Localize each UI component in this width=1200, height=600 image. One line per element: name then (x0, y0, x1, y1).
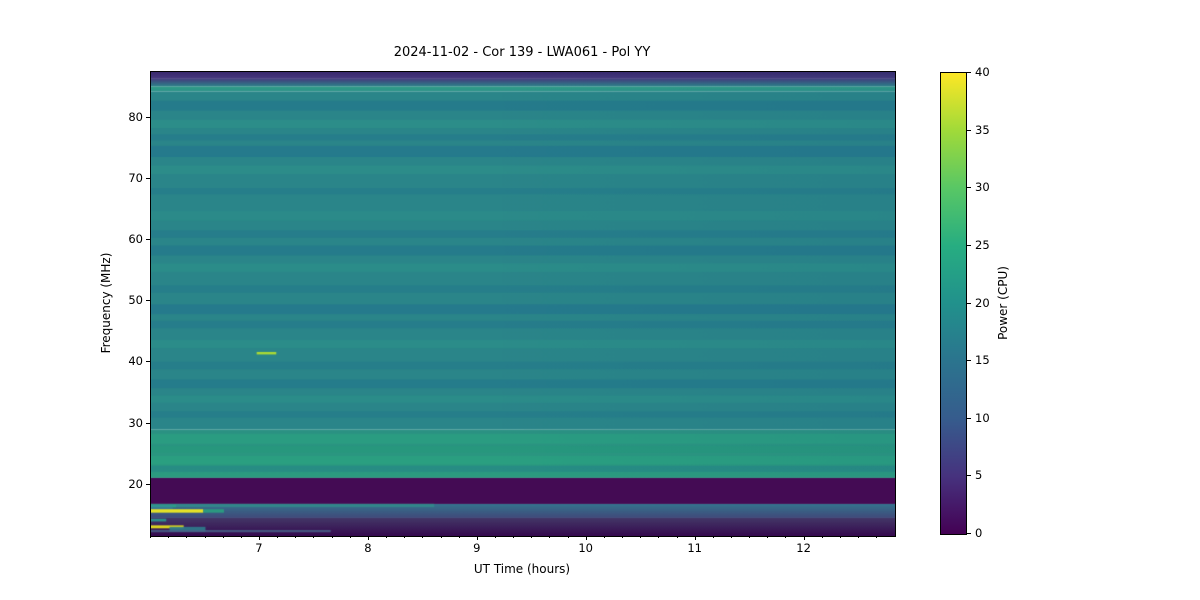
y-tick-label: 40 (128, 354, 143, 369)
x-minor-tick (404, 536, 406, 538)
spectrogram-plot-area[interactable] (150, 71, 896, 537)
x-major-tick (694, 536, 696, 540)
y-major-tick (146, 300, 150, 302)
colorbar-tick-label: 5 (975, 468, 983, 483)
colorbar-tick (967, 129, 971, 131)
x-tick-label: 9 (473, 541, 481, 555)
colorbar-tick-label: 35 (975, 122, 990, 137)
x-minor-tick (240, 536, 242, 538)
colorbar-tick-label: 15 (975, 353, 990, 368)
x-major-tick (585, 536, 587, 540)
x-minor-tick (386, 536, 387, 538)
x-tick-label: 12 (796, 541, 811, 555)
y-tick-label: 50 (128, 293, 143, 308)
x-minor-tick (731, 536, 732, 538)
x-minor-tick (858, 536, 860, 538)
x-minor-tick (222, 536, 224, 538)
y-major-tick (146, 483, 150, 485)
y-major-tick (146, 361, 150, 363)
colorbar-tick (967, 187, 971, 189)
colorbar-tick-label: 20 (975, 295, 990, 310)
x-tick-label: 8 (364, 541, 372, 555)
y-major-tick (146, 178, 150, 179)
chart-title: 2024-11-02 - Cor 139 - LWA061 - Pol YY (393, 45, 651, 60)
x-minor-tick (495, 536, 496, 538)
x-minor-tick (168, 536, 170, 538)
colorbar (940, 72, 967, 535)
y-major-tick (146, 422, 150, 424)
x-minor-tick (567, 536, 569, 538)
x-tick-label: 7 (255, 541, 263, 555)
x-minor-tick (186, 536, 188, 538)
x-axis-label: UT Time (hours) (473, 562, 571, 576)
colorbar-tick-label: 10 (975, 410, 990, 425)
x-minor-tick (440, 536, 442, 538)
colorbar-tick (967, 72, 971, 73)
x-minor-tick (277, 536, 279, 538)
colorbar-tick-label: 40 (975, 65, 990, 79)
x-tick-label: 11 (687, 541, 703, 555)
colorbar-tick-label: 0 (975, 526, 983, 540)
x-major-tick (476, 536, 478, 540)
x-minor-tick (640, 536, 642, 538)
colorbar-tick (967, 475, 971, 477)
y-tick-label: 30 (128, 415, 143, 430)
x-minor-tick (349, 536, 351, 538)
x-minor-tick (295, 536, 297, 538)
y-tick-label: 20 (128, 476, 143, 491)
x-minor-tick (876, 536, 878, 538)
x-minor-tick (603, 536, 605, 538)
y-major-tick (146, 116, 150, 118)
x-minor-tick (422, 536, 424, 538)
x-minor-tick (749, 536, 751, 538)
x-minor-tick (839, 536, 841, 538)
colorbar-tick (967, 417, 971, 419)
x-minor-tick (821, 536, 823, 538)
colorbar-tick (967, 244, 971, 246)
x-minor-tick (331, 536, 333, 538)
x-minor-tick (150, 536, 151, 538)
spectrogram-heatmap-canvas[interactable] (151, 72, 895, 536)
x-minor-tick (531, 536, 533, 538)
colorbar-label: Power (CPU) (996, 266, 1010, 340)
colorbar-tick (967, 360, 971, 362)
x-minor-tick (785, 536, 787, 538)
x-minor-tick (658, 536, 660, 538)
x-minor-tick (622, 536, 623, 538)
y-tick-label: 80 (128, 109, 143, 124)
x-minor-tick (549, 536, 551, 538)
colorbar-tick-label: 30 (975, 180, 990, 195)
y-tick-label: 60 (128, 232, 143, 247)
x-minor-tick (767, 536, 769, 538)
y-axis-label: Frequency (MHz) (99, 252, 113, 354)
x-minor-tick (676, 536, 678, 538)
x-tick-label: 10 (578, 541, 594, 555)
x-minor-tick (458, 536, 460, 538)
x-minor-tick (204, 536, 206, 538)
colorbar-tick (967, 533, 971, 534)
x-major-tick (803, 536, 805, 540)
colorbar-tick-label: 25 (975, 237, 990, 252)
x-minor-tick (712, 536, 714, 538)
colorbar-tick (967, 302, 971, 304)
x-minor-tick (513, 536, 515, 538)
x-major-tick (258, 536, 260, 540)
y-major-tick (146, 239, 150, 241)
x-minor-tick (313, 536, 315, 538)
x-major-tick (367, 536, 369, 540)
y-tick-label: 70 (128, 171, 143, 185)
